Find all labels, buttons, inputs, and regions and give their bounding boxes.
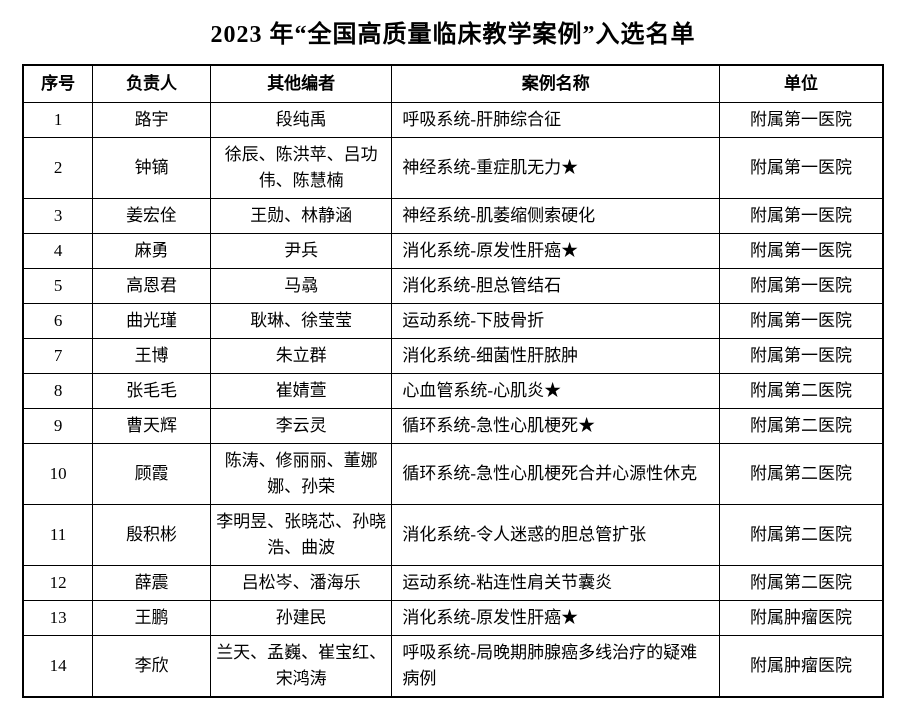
- cell-no: 6: [22, 303, 94, 339]
- cell-no: 14: [22, 635, 94, 698]
- cell-leader: 曲光瑾: [92, 303, 211, 339]
- cell-editors: 李明昱、张晓芯、孙晓浩、曲波: [209, 504, 393, 566]
- cell-case: 神经系统-肌萎缩侧索硬化: [391, 198, 721, 234]
- cell-editors: 徐辰、陈洪苹、吕功伟、陈慧楠: [209, 137, 393, 199]
- cell-no: 2: [22, 137, 94, 199]
- cell-case: 消化系统-胆总管结石: [391, 268, 721, 304]
- cell-no: 13: [22, 600, 94, 636]
- cell-case: 神经系统-重症肌无力★: [391, 137, 721, 199]
- cell-unit: 附属第二医院: [719, 373, 884, 409]
- cell-unit: 附属第二医院: [719, 443, 884, 505]
- cell-editors: 耿琳、徐莹莹: [209, 303, 393, 339]
- cell-no: 11: [22, 504, 94, 566]
- table-row: 2 钟镝 徐辰、陈洪苹、吕功伟、陈慧楠 神经系统-重症肌无力★ 附属第一医院: [22, 137, 884, 199]
- header-cell-leader: 负责人: [92, 64, 211, 103]
- cell-case: 消化系统-原发性肝癌★: [391, 233, 721, 269]
- header-row: 序号 负责人 其他编者 案例名称 单位: [22, 64, 884, 103]
- cell-unit: 附属第二医院: [719, 408, 884, 444]
- table-body: 1 路宇 段纯禹 呼吸系统-肝肺综合征 附属第一医院 2 钟镝 徐辰、陈洪苹、吕功伟、陈慧楠神…: [22, 102, 884, 698]
- cell-leader: 曹天辉: [92, 408, 211, 444]
- cell-leader: 王鹏: [92, 600, 211, 636]
- cell-editors: 朱立群: [209, 338, 393, 374]
- cell-no: 12: [22, 565, 94, 601]
- cell-unit: 附属第二医院: [719, 565, 884, 601]
- cell-unit: 附属第一医院: [719, 303, 884, 339]
- cell-unit: 附属第一医院: [719, 102, 884, 138]
- cell-unit: 附属第一医院: [719, 268, 884, 304]
- cell-case: 消化系统-细菌性肝脓肿: [391, 338, 721, 374]
- table-row: 11 殷积彬 李明昱、张晓芯、孙晓浩、曲波 消化系统-令人迷惑的胆总管扩张 附属第二医院: [22, 504, 884, 566]
- cell-case: 循环系统-急性心肌梗死★: [391, 408, 721, 444]
- cell-unit: 附属第一医院: [719, 233, 884, 269]
- cell-editors: 孙建民: [209, 600, 393, 636]
- cell-leader: 张毛毛: [92, 373, 211, 409]
- table-row: 1 路宇 段纯禹 呼吸系统-肝肺综合征 附属第一医院: [22, 102, 884, 138]
- cell-unit: 附属肿瘤医院: [719, 600, 884, 636]
- cell-no: 7: [22, 338, 94, 374]
- cell-leader: 李欣: [92, 635, 211, 698]
- cell-leader: 王博: [92, 338, 211, 374]
- cell-leader: 殷积彬: [92, 504, 211, 566]
- cell-no: 9: [22, 408, 94, 444]
- cell-editors: 陈涛、修丽丽、董娜娜、孙荣: [209, 443, 393, 505]
- cell-case: 消化系统-令人迷惑的胆总管扩张: [391, 504, 721, 566]
- cell-no: 10: [22, 443, 94, 505]
- cell-unit: 附属第一医院: [719, 137, 884, 199]
- table-row: 5 高恩君 马骉 消化系统-胆总管结石 附属第一医院: [22, 268, 884, 304]
- cell-unit: 附属第一医院: [719, 198, 884, 234]
- cell-case: 心血管系统-心肌炎★: [391, 373, 721, 409]
- cell-editors: 王勋、林静涵: [209, 198, 393, 234]
- cell-editors: 马骉: [209, 268, 393, 304]
- cell-leader: 薛震: [92, 565, 211, 601]
- table-row: 4 麻勇 尹兵 消化系统-原发性肝癌★ 附属第一医院: [22, 233, 884, 269]
- cell-case: 运动系统-下肢骨折: [391, 303, 721, 339]
- cell-unit: 附属肿瘤医院: [719, 635, 884, 698]
- table-row: 13 王鹏 孙建民 消化系统-原发性肝癌★ 附属肿瘤医院: [22, 600, 884, 636]
- cases-table: 序号 负责人 其他编者 案例名称 单位 1 路宇 段纯禹 呼吸系统-肝肺综合征 附属第一…: [22, 64, 884, 698]
- cell-leader: 路宇: [92, 102, 211, 138]
- table-row: 9 曹天辉 李云灵 循环系统-急性心肌梗死★ 附属第二医院: [22, 408, 884, 444]
- header-cell-editors: 其他编者: [209, 64, 393, 103]
- header-cell-unit: 单位: [719, 64, 884, 103]
- cell-editors: 吕松岑、潘海乐: [209, 565, 393, 601]
- table-row: 3 姜宏佺 王勋、林静涵 神经系统-肌萎缩侧索硬化 附属第一医院: [22, 198, 884, 234]
- footnote: 备注：*标注案例为示范展示案例: [60, 707, 884, 711]
- table-row: 6 曲光瑾 耿琳、徐莹莹 运动系统-下肢骨折 附属第一医院: [22, 303, 884, 339]
- table-row: 8 张毛毛 崔婧萱 心血管系统-心肌炎★ 附属第二医院: [22, 373, 884, 409]
- cell-editors: 尹兵: [209, 233, 393, 269]
- cell-case: 循环系统-急性心肌梗死合并心源性休克: [391, 443, 721, 505]
- cell-editors: 崔婧萱: [209, 373, 393, 409]
- cell-editors: 李云灵: [209, 408, 393, 444]
- cell-leader: 高恩君: [92, 268, 211, 304]
- cell-editors: 段纯禹: [209, 102, 393, 138]
- header-cell-no: 序号: [22, 64, 94, 103]
- page-title: 2023 年“全国高质量临床教学案例”入选名单: [210, 22, 696, 48]
- table-row: 10 顾霞 陈涛、修丽丽、董娜娜、孙荣 循环系统-急性心肌梗死合并心源性休克 附属第二医…: [22, 443, 884, 505]
- cell-editors: 兰天、孟巍、崔宝红、宋鸿涛: [209, 635, 393, 698]
- table-row: 7 王博 朱立群 消化系统-细菌性肝脓肿 附属第一医院: [22, 338, 884, 374]
- cell-no: 1: [22, 102, 94, 138]
- cell-case: 运动系统-粘连性肩关节囊炎: [391, 565, 721, 601]
- cell-case: 呼吸系统-肝肺综合征: [391, 102, 721, 138]
- cell-case: 消化系统-原发性肝癌★: [391, 600, 721, 636]
- cell-leader: 麻勇: [92, 233, 211, 269]
- cell-unit: 附属第二医院: [719, 504, 884, 566]
- cell-leader: 钟镝: [92, 137, 211, 199]
- cell-case: 呼吸系统-局晚期肺腺癌多线治疗的疑难病例: [391, 635, 721, 698]
- cell-no: 8: [22, 373, 94, 409]
- header-cell-case: 案例名称: [391, 64, 721, 103]
- cell-leader: 顾霞: [92, 443, 211, 505]
- table-row: 14 李欣 兰天、孟巍、崔宝红、宋鸿涛 呼吸系统-局晚期肺腺癌多线治疗的疑难病例 附属肿…: [22, 635, 884, 698]
- cell-leader: 姜宏佺: [92, 198, 211, 234]
- cell-no: 5: [22, 268, 94, 304]
- cell-unit: 附属第一医院: [719, 338, 884, 374]
- cell-no: 3: [22, 198, 94, 234]
- cell-no: 4: [22, 233, 94, 269]
- table-row: 12 薛震 吕松岑、潘海乐 运动系统-粘连性肩关节囊炎 附属第二医院: [22, 565, 884, 601]
